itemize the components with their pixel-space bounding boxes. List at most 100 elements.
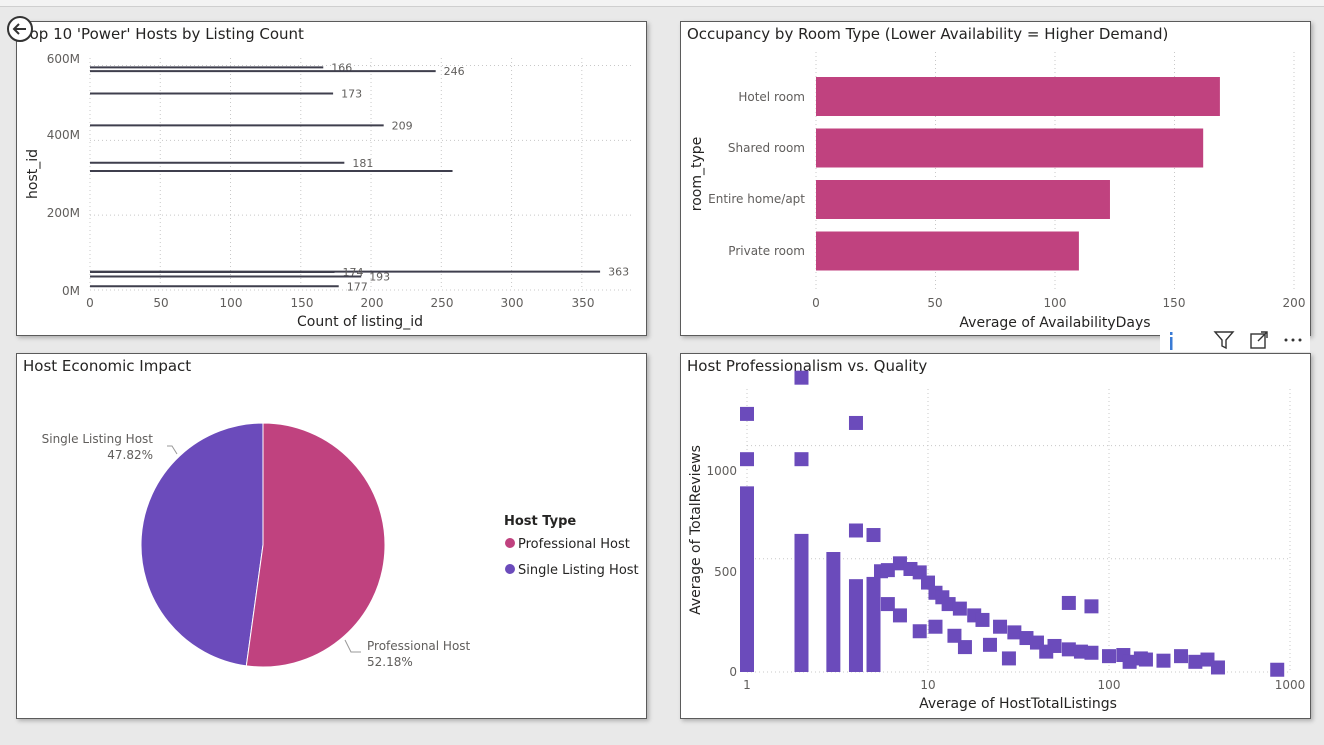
scatter-point — [957, 640, 972, 655]
host-data-label: 173 — [341, 88, 362, 101]
occupancy-title: Occupancy by Room Type (Lower Availabili… — [687, 25, 1169, 43]
room-type-bar — [816, 180, 1110, 219]
legend-marker-professional — [505, 538, 515, 548]
y-tick-1000: 1000 — [706, 464, 737, 478]
scatter-point — [1210, 660, 1225, 675]
y-axis-label: host_id — [25, 149, 41, 199]
x-tick-100: 100 — [1044, 296, 1067, 310]
scatter-point — [928, 619, 943, 634]
legend-marker-single — [505, 564, 515, 574]
legend-item-professional[interactable]: Professional Host — [518, 537, 630, 552]
top-hosts-title: Top 10 'Power' Hosts by Listing Count — [23, 25, 304, 43]
x-tick-50: 50 — [153, 296, 168, 310]
host-data-label: 209 — [392, 119, 413, 132]
cat-hotel-room: Hotel room — [738, 90, 805, 104]
cat-shared-room: Shared room — [728, 141, 805, 155]
scatter-point — [947, 628, 962, 643]
x-tick-0: 0 — [86, 296, 94, 310]
x-tick-250: 250 — [431, 296, 454, 310]
y-tick-0: 0 — [729, 665, 737, 679]
scatter-point — [1188, 654, 1203, 669]
scatter-point — [975, 612, 990, 627]
x-tick-100: 100 — [220, 296, 243, 310]
host-data-label: 193 — [369, 271, 390, 284]
scatter-point — [880, 597, 895, 612]
scatter-point — [866, 528, 881, 543]
filter-icon[interactable] — [1212, 328, 1236, 352]
quality-title: Host Professionalism vs. Quality — [687, 357, 928, 375]
host-data-label: 181 — [352, 157, 373, 170]
x-tick-200: 200 — [361, 296, 384, 310]
y-tick-0m: 0M — [62, 284, 80, 298]
scatter-point — [892, 608, 907, 623]
y-tick-200m: 200M — [47, 206, 80, 220]
legend-title: Host Type — [504, 514, 576, 529]
legend-item-single[interactable]: Single Listing Host — [518, 563, 639, 578]
back-arrow-icon[interactable] — [5, 14, 35, 44]
scatter-column — [826, 552, 841, 672]
room-type-bar — [816, 77, 1220, 116]
host-data-label: 166 — [331, 61, 352, 74]
top-hosts-chart: 600M 400M 200M 0M 0 50 100 150 200 250 3… — [25, 52, 631, 330]
more-options-icon[interactable] — [1281, 328, 1305, 352]
scatter-column — [866, 576, 881, 672]
scatter-point — [1084, 645, 1099, 660]
y-tick-600m: 600M — [47, 52, 80, 66]
x-tick-350: 350 — [572, 296, 595, 310]
y-tick-400m: 400M — [47, 128, 80, 142]
leader-pro — [344, 639, 361, 653]
scatter-point — [912, 624, 927, 639]
economic-impact-visual[interactable]: Host Economic Impact Single Listing Host… — [16, 353, 647, 719]
quality-scatter-chart: 1000 500 0 1 10 100 1000 Average of Host… — [688, 370, 1306, 712]
scatter-point — [1039, 644, 1054, 659]
y-axis-label: room_type — [689, 137, 705, 212]
x-axis-label: Average of HostTotalListings — [919, 696, 1117, 712]
label-pro-pct: 52.18% — [367, 655, 413, 669]
scatter-point — [1174, 649, 1189, 664]
label-pro-name: Professional Host — [367, 639, 471, 653]
scatter-point — [740, 452, 754, 467]
scatter-point — [982, 637, 997, 652]
scatter-point — [794, 370, 809, 385]
x-tick-1: 1 — [743, 678, 751, 692]
scatter-point — [1007, 625, 1022, 640]
x-tick-300: 300 — [501, 296, 524, 310]
host-data-label: 363 — [608, 266, 629, 279]
x-tick-0: 0 — [812, 296, 820, 310]
x-tick-100: 100 — [1098, 678, 1121, 692]
room-type-bar — [816, 128, 1204, 168]
scatter-column — [794, 533, 809, 672]
x-axis-label: Average of AvailabilityDays — [959, 315, 1150, 331]
host-data-label: 177 — [347, 280, 368, 293]
scatter-point — [1102, 649, 1116, 664]
x-tick-200: 200 — [1283, 296, 1306, 310]
economic-pie-chart: Single Listing Host 47.82% Professional … — [42, 422, 639, 669]
scatter-column — [740, 486, 754, 672]
label-single-pct: 47.82% — [107, 448, 153, 462]
occupancy-visual[interactable]: Occupancy by Room Type (Lower Availabili… — [680, 21, 1311, 336]
info-icon[interactable] — [1160, 328, 1184, 352]
y-axis-label: Average of TotalReviews — [688, 445, 704, 615]
scatter-point — [1138, 652, 1153, 667]
visual-header-toolbar — [1160, 328, 1310, 352]
scatter-point — [993, 619, 1008, 634]
scatter-point — [740, 406, 754, 421]
economic-title: Host Economic Impact — [23, 357, 192, 375]
scatter-point — [848, 415, 863, 430]
scatter-point — [1061, 642, 1076, 657]
host-data-label: 246 — [444, 65, 465, 78]
quality-visual[interactable]: Host Professionalism vs. Quality 1000 50… — [680, 353, 1311, 719]
x-tick-50: 50 — [927, 296, 942, 310]
room-type-bar — [816, 231, 1079, 271]
x-axis-label: Count of listing_id — [297, 314, 423, 330]
focus-mode-icon[interactable] — [1247, 328, 1271, 352]
ribbon-strip — [0, 0, 1324, 7]
scatter-point — [880, 563, 895, 578]
y-tick-500: 500 — [714, 565, 737, 579]
x-tick-1000: 1000 — [1275, 678, 1306, 692]
label-single-name: Single Listing Host — [42, 432, 154, 446]
top-hosts-visual[interactable]: Top 10 'Power' Hosts by Listing Count 60… — [16, 21, 647, 336]
scatter-point — [1061, 595, 1076, 610]
scatter-point — [1270, 662, 1285, 677]
scatter-point — [794, 452, 809, 467]
